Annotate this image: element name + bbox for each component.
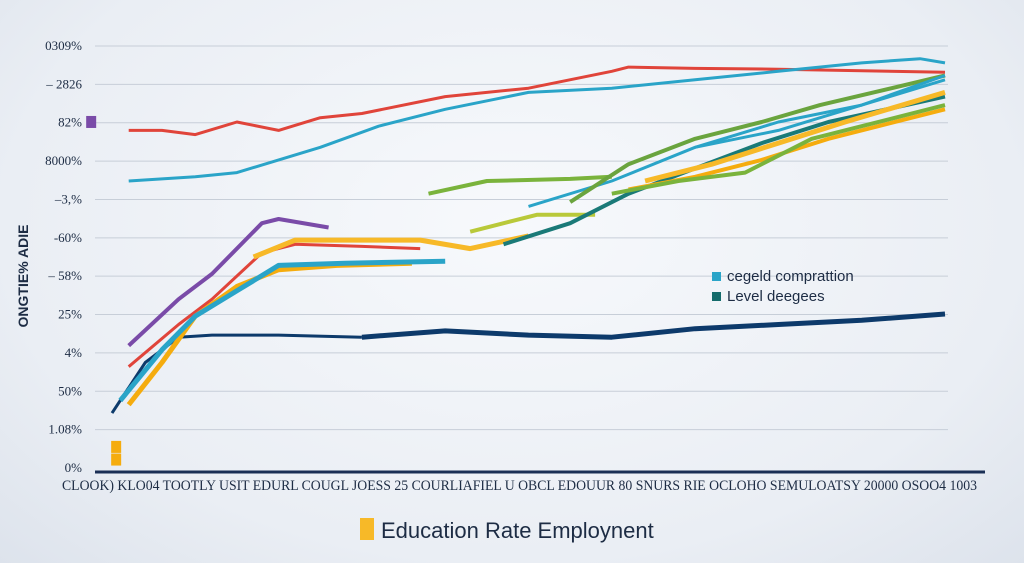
y-axis-ticks: 0309% – 2826 82% 8000% –3,% -60% – 58% 25% 4% 50%… — [45, 38, 82, 475]
legend-label-1: cegeld comprattion — [727, 268, 854, 285]
series-line-2 — [129, 59, 945, 181]
y-tick-label: – 2826 — [45, 76, 82, 91]
series-line-15 — [645, 92, 945, 181]
legend-swatch-2 — [712, 292, 721, 301]
series-line-12 — [470, 215, 595, 232]
point-marker-1 — [86, 116, 96, 128]
y-tick-label: 8000% — [45, 153, 82, 168]
title-swatch — [360, 518, 374, 540]
y-tick-label: 0309% — [45, 38, 82, 53]
y-tick-label: 82% — [58, 115, 82, 130]
y-tick-label: – 58% — [47, 268, 82, 283]
point-marker-2 — [111, 454, 121, 466]
y-tick-label: –3,% — [54, 191, 82, 206]
y-tick-label: 50% — [58, 383, 82, 398]
y-tick-label: 25% — [58, 307, 82, 322]
title-text: Education Rate Employnent — [381, 518, 654, 543]
y-tick-label: -60% — [54, 230, 82, 245]
y-axis-label: ONGTIE% ADIE — [15, 225, 31, 328]
series-line-4 — [362, 314, 945, 337]
legend-label-2: Level deegees — [727, 288, 825, 305]
legend-swatch-1 — [712, 272, 721, 281]
y-tick-label: 0% — [65, 460, 83, 475]
point-marker-3 — [111, 441, 121, 453]
legend: cegeld comprattion Level deegees — [712, 268, 854, 305]
y-tick-label: 1.08% — [48, 422, 82, 437]
y-tick-label: 4% — [65, 345, 83, 360]
chart-title: Education Rate Employnent — [360, 518, 654, 543]
series-lines — [112, 59, 945, 413]
series-line-5 — [112, 335, 362, 413]
point-markers — [86, 116, 121, 466]
x-axis-labels: CLOOK) KLO04 TOOTLY USIT EDURL COUGL JOE… — [62, 478, 977, 494]
